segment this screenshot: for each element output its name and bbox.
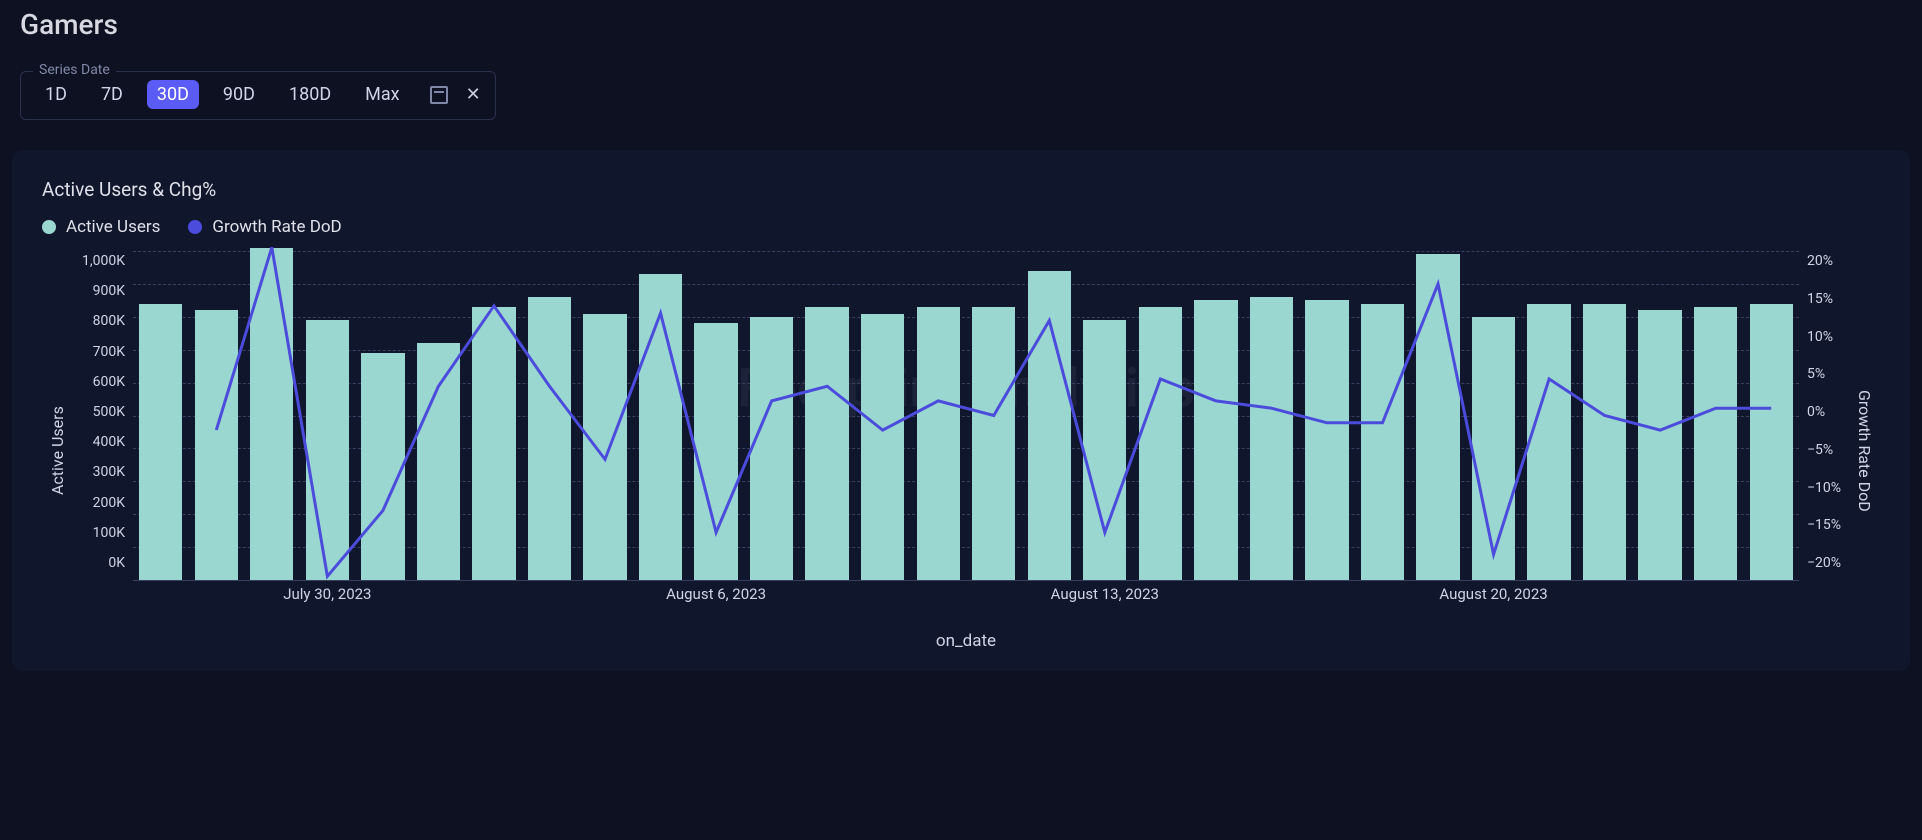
x-tick: August 6, 2023 <box>666 585 766 603</box>
y-left-tick: 800K <box>73 313 125 329</box>
filter-label: Series Date <box>33 62 116 78</box>
y-left-tick: 600K <box>73 374 125 390</box>
range-1d[interactable]: 1D <box>35 80 77 109</box>
legend-label: Active Users <box>66 217 160 237</box>
y-left-tick: 500K <box>73 404 125 420</box>
range-90d[interactable]: 90D <box>213 80 265 109</box>
x-tick: August 20, 2023 <box>1439 585 1547 603</box>
range-30d[interactable]: 30D <box>147 80 199 109</box>
y-right-tick: −15% <box>1807 517 1849 533</box>
legend-swatch <box>42 220 56 234</box>
y-right-tick: −10% <box>1807 480 1849 496</box>
legend-item-0[interactable]: Active Users <box>42 217 160 237</box>
x-axis-title: on_date <box>133 631 1799 651</box>
calendar-icon[interactable] <box>430 86 448 104</box>
y-left-tick: 400K <box>73 434 125 450</box>
y-right-tick: −20% <box>1807 555 1849 571</box>
y-right-tick: 5% <box>1807 366 1849 382</box>
clear-filter-icon[interactable]: ✕ <box>466 84 481 105</box>
x-tick: July 30, 2023 <box>283 585 371 603</box>
y-axis-left-ticks: 1,000K 900K 800K 700K 600K 500K 400K 300K 200K 10… <box>73 251 133 571</box>
y-left-tick: 100K <box>73 525 125 541</box>
chart-plot: Footprint Analytics <box>133 251 1799 581</box>
y-axis-right-ticks: 20% 15% 10% 5% 0% −5% −10% −15% −20% <box>1799 251 1849 571</box>
y-left-tick: 700K <box>73 344 125 360</box>
y-left-tick: 1,000K <box>73 253 125 269</box>
y-right-tick: 15% <box>1807 291 1849 307</box>
range-180d[interactable]: 180D <box>279 80 341 109</box>
chart-legend: Active Users Growth Rate DoD <box>42 217 1880 237</box>
series-date-filter: Series Date 1D7D30D90D180DMax✕ <box>20 71 496 120</box>
y-axis-right-title: Growth Rate DoD <box>1849 251 1880 651</box>
range-7d[interactable]: 7D <box>91 80 133 109</box>
page-title: Gamers <box>0 0 1922 61</box>
range-max[interactable]: Max <box>355 80 409 109</box>
y-right-tick: −5% <box>1807 442 1849 458</box>
legend-label: Growth Rate DoD <box>212 217 341 237</box>
y-right-tick: 20% <box>1807 253 1849 269</box>
y-axis-left-title: Active Users <box>42 251 73 651</box>
growth-line[interactable] <box>216 247 1771 576</box>
x-axis-ticks: July 30, 2023 August 6, 2023 August 13, 20… <box>133 585 1799 613</box>
y-right-tick: 0% <box>1807 404 1849 420</box>
chart-title: Active Users & Chg% <box>42 178 1880 201</box>
y-left-tick: 300K <box>73 464 125 480</box>
legend-swatch <box>188 220 202 234</box>
y-left-tick: 900K <box>73 283 125 299</box>
chart-card: Active Users & Chg% Active Users Growth R… <box>12 150 1910 671</box>
legend-item-1[interactable]: Growth Rate DoD <box>188 217 341 237</box>
x-tick: August 13, 2023 <box>1051 585 1159 603</box>
y-right-tick: 10% <box>1807 329 1849 345</box>
y-left-tick: 0K <box>73 555 125 571</box>
y-left-tick: 200K <box>73 495 125 511</box>
